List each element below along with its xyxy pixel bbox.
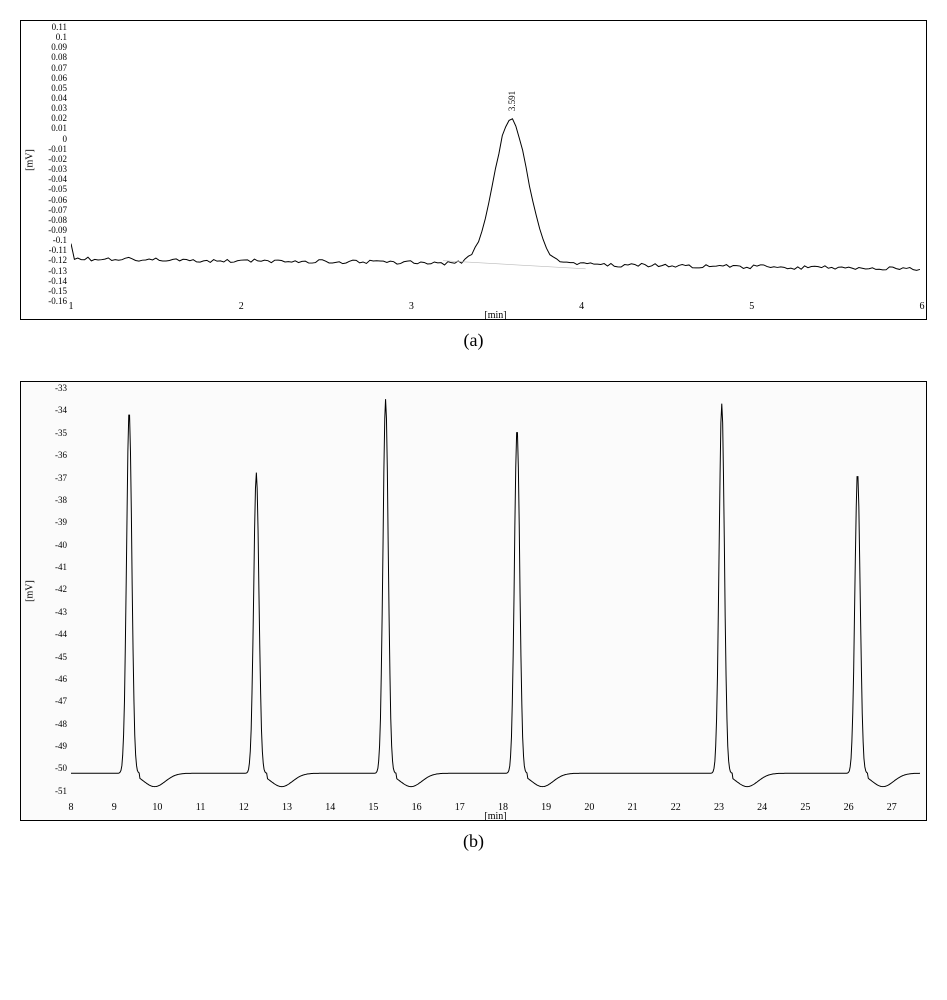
plot-area-a: 3.591: [71, 27, 920, 299]
chart-frame-a: [mV] -0.16-0.15-0.14-0.13-0.12-0.11-0.1-…: [20, 20, 927, 320]
y-tick: -34: [55, 405, 67, 415]
y-tick: 0.04: [51, 93, 67, 103]
chromatogram-trace-a: [71, 119, 920, 270]
y-tick: -44: [55, 629, 67, 639]
y-tick: -36: [55, 450, 67, 460]
x-tick: 25: [800, 802, 810, 813]
x-tick: 6: [920, 301, 925, 312]
y-tick: -0.01: [48, 144, 67, 154]
y-tick: -0.11: [49, 245, 67, 255]
y-tick: 0.08: [51, 52, 67, 62]
y-tick: 0.09: [51, 42, 67, 52]
y-tick: -40: [55, 540, 67, 550]
x-tick: 9: [112, 802, 117, 813]
y-tick: -42: [55, 584, 67, 594]
y-tick: -49: [55, 741, 67, 751]
plot-area-b: [71, 388, 920, 800]
y-tick: 0.02: [51, 113, 67, 123]
x-tick: 26: [844, 802, 854, 813]
y-tick: 0.01: [51, 123, 67, 133]
x-tick: 16: [412, 802, 422, 813]
y-tick: -51: [55, 786, 67, 796]
y-tick: -0.12: [48, 255, 67, 265]
x-axis-a: [min] 123456: [71, 299, 920, 319]
x-axis-b: [min] 8910111213141516171819202122232425…: [71, 800, 920, 820]
chromatogram-trace-b: [71, 399, 920, 787]
y-tick: -45: [55, 652, 67, 662]
y-tick: -0.06: [48, 195, 67, 205]
y-tick: 0.06: [51, 73, 67, 83]
y-tick: -0.15: [48, 286, 67, 296]
x-tick: 14: [325, 802, 335, 813]
x-tick: 3: [409, 301, 414, 312]
y-tick: -43: [55, 607, 67, 617]
x-tick: 20: [584, 802, 594, 813]
y-tick: -41: [55, 562, 67, 572]
y-tick: -0.14: [48, 276, 67, 286]
y-tick: 0: [63, 134, 68, 144]
y-tick: 0.07: [51, 63, 67, 73]
y-tick: -38: [55, 495, 67, 505]
y-tick: 0.1: [56, 32, 67, 42]
x-tick: 15: [368, 802, 378, 813]
chart-frame-b: [mV] -51 -50 -49 -48 -47 -46 -45 -44 -43 -42 -41 -4…: [20, 381, 927, 821]
y-tick: -0.05: [48, 184, 67, 194]
y-tick: -46: [55, 674, 67, 684]
x-tick: 1: [69, 301, 74, 312]
caption-a: (a): [20, 330, 927, 351]
chromatogram-panel-a: [mV] -0.16-0.15-0.14-0.13-0.12-0.11-0.1-…: [20, 20, 927, 351]
y-tick: -0.16: [48, 296, 67, 306]
y-tick: 0.05: [51, 83, 67, 93]
x-tick: 18: [498, 802, 508, 813]
y-tick: -48: [55, 719, 67, 729]
y-tick: 0.11: [52, 22, 67, 32]
x-tick: 17: [455, 802, 465, 813]
y-axis-b: [mV] -51 -50 -49 -48 -47 -46 -45 -44 -43 -42 -41 -4…: [21, 382, 71, 800]
y-tick: -39: [55, 517, 67, 527]
x-tick: 23: [714, 802, 724, 813]
y-tick: -0.03: [48, 164, 67, 174]
x-axis-label-a: [min]: [484, 310, 506, 321]
x-tick: 27: [887, 802, 897, 813]
x-tick: 11: [196, 802, 206, 813]
y-tick: -0.13: [48, 266, 67, 276]
x-tick: 19: [541, 802, 551, 813]
x-tick: 21: [628, 802, 638, 813]
x-tick: 5: [749, 301, 754, 312]
y-tick: -0.04: [48, 174, 67, 184]
x-tick: 22: [671, 802, 681, 813]
y-tick: -33: [55, 383, 67, 393]
y-tick: -47: [55, 696, 67, 706]
y-tick: -0.09: [48, 225, 67, 235]
y-axis-label-a: [mV]: [24, 149, 35, 171]
y-tick: -0.02: [48, 154, 67, 164]
y-axis-a: [mV] -0.16-0.15-0.14-0.13-0.12-0.11-0.1-…: [21, 21, 71, 299]
caption-b: (b): [20, 831, 927, 852]
y-tick: -0.07: [48, 205, 67, 215]
y-tick: -0.08: [48, 215, 67, 225]
chromatogram-panel-b: [mV] -51 -50 -49 -48 -47 -46 -45 -44 -43 -42 -41 -4…: [20, 381, 927, 852]
y-tick: -0.1: [53, 235, 67, 245]
x-tick: 24: [757, 802, 767, 813]
y-axis-label-b: [mV]: [24, 580, 35, 602]
peak-retention-label: 3.591: [507, 91, 517, 111]
x-tick: 10: [152, 802, 162, 813]
x-tick: 13: [282, 802, 292, 813]
y-tick: -35: [55, 428, 67, 438]
y-tick: -50: [55, 763, 67, 773]
x-tick: 2: [239, 301, 244, 312]
x-tick: 12: [239, 802, 249, 813]
x-tick: 4: [579, 301, 584, 312]
y-tick: 0.03: [51, 103, 67, 113]
y-tick: -37: [55, 473, 67, 483]
x-tick: 8: [69, 802, 74, 813]
